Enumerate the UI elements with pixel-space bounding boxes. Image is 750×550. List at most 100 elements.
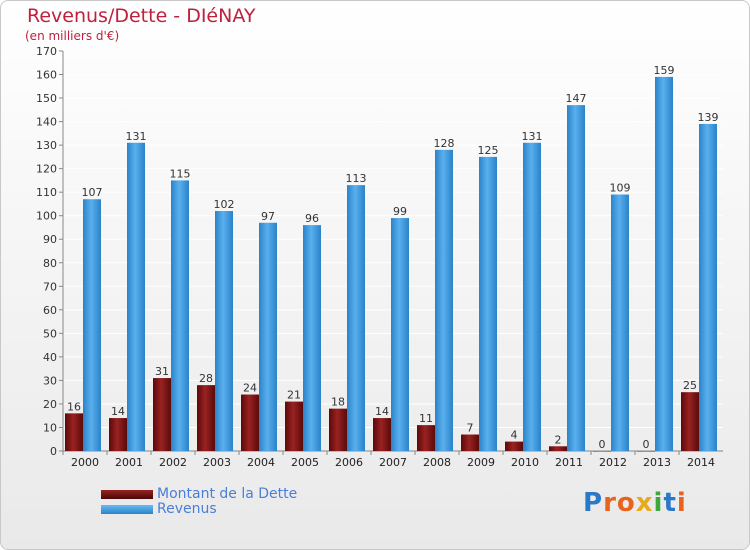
logo-letter: o [616, 488, 636, 518]
bar-revenue [567, 105, 585, 451]
y-tick-label: 10 [43, 421, 57, 434]
bar-revenue [347, 185, 365, 451]
data-label-revenue: 113 [346, 172, 367, 185]
bar-revenue [303, 225, 321, 451]
bar-debt [461, 434, 479, 451]
chart-subtitle: (en milliers d'€) [25, 29, 120, 43]
x-tick-label: 2008 [423, 456, 451, 469]
bar-debt [505, 441, 523, 451]
y-tick-label: 110 [36, 186, 57, 199]
y-tick-label: 150 [36, 92, 57, 105]
data-label-debt: 16 [67, 400, 81, 413]
y-tick-label: 20 [43, 398, 57, 411]
data-label-debt: 28 [199, 372, 213, 385]
bar-revenue [83, 199, 101, 451]
y-tick-label: 140 [36, 116, 57, 129]
labels-layer: 0102030405060708090100110120130140150160… [36, 45, 719, 469]
bars-layer [65, 76, 717, 452]
y-tick-label: 160 [36, 69, 57, 82]
y-tick-label: 120 [36, 163, 57, 176]
legend-label-revenue: Revenus [157, 501, 217, 517]
data-label-debt: 2 [555, 433, 562, 446]
y-tick-label: 170 [36, 45, 57, 58]
x-tick-label: 2011 [555, 456, 583, 469]
data-label-debt: 21 [287, 389, 301, 402]
data-label-debt: 11 [419, 412, 433, 425]
data-label-debt: 25 [683, 379, 697, 392]
data-label-debt: 4 [511, 429, 518, 442]
x-tick-label: 2013 [643, 456, 671, 469]
bar-revenue [435, 149, 453, 451]
y-tick-label: 90 [43, 233, 57, 246]
data-label-debt: 18 [331, 396, 345, 409]
logo-letter: r [603, 488, 617, 518]
data-label-revenue: 159 [654, 64, 675, 77]
bar-revenue [215, 211, 233, 451]
logo-letter: i [676, 488, 687, 518]
data-label-revenue: 131 [522, 130, 543, 143]
bar-debt [681, 392, 699, 451]
bar-revenue [391, 218, 409, 451]
bar-revenue [611, 194, 629, 451]
bar-debt [65, 413, 83, 451]
data-label-debt: 7 [467, 422, 474, 435]
logo-letter: t [663, 488, 677, 518]
x-tick-label: 2010 [511, 456, 539, 469]
y-tick-label: 130 [36, 139, 57, 152]
y-tick-label: 50 [43, 327, 57, 340]
legend-swatch-debt [101, 490, 153, 499]
y-tick-label: 100 [36, 210, 57, 223]
bar-debt [241, 394, 259, 451]
bar-debt [373, 418, 391, 451]
y-tick-label: 70 [43, 280, 57, 293]
y-tick-label: 30 [43, 374, 57, 387]
bar-revenue [523, 142, 541, 451]
data-label-revenue: 115 [170, 167, 191, 180]
data-label-revenue: 109 [610, 182, 631, 195]
legend-label-debt: Montant de la Dette [157, 486, 298, 502]
data-label-revenue: 96 [305, 212, 319, 225]
legend-swatch-revenue [101, 505, 153, 514]
data-label-revenue: 102 [214, 198, 235, 211]
x-tick-label: 2007 [379, 456, 407, 469]
data-label-revenue: 97 [261, 210, 275, 223]
y-tick-label: 40 [43, 351, 57, 364]
x-tick-label: 2001 [115, 456, 143, 469]
bar-revenue [127, 142, 145, 451]
data-label-revenue: 128 [434, 137, 455, 150]
x-tick-label: 2006 [335, 456, 363, 469]
data-label-debt: 24 [243, 382, 257, 395]
data-label-debt: 14 [375, 405, 389, 418]
bar-debt [109, 418, 127, 451]
bar-revenue [699, 123, 717, 452]
x-tick-label: 2004 [247, 456, 275, 469]
bar-debt [593, 451, 611, 452]
data-label-revenue: 131 [126, 130, 147, 143]
bar-debt [637, 451, 655, 452]
data-label-revenue: 107 [82, 186, 103, 199]
x-tick-label: 2005 [291, 456, 319, 469]
logo-letter: P [583, 488, 604, 518]
data-label-revenue: 125 [478, 144, 499, 157]
x-tick-label: 2000 [71, 456, 99, 469]
data-label-revenue: 99 [393, 205, 407, 218]
data-label-revenue: 147 [566, 92, 587, 105]
bar-revenue [259, 222, 277, 451]
logo-letter: i [653, 488, 664, 518]
bar-debt [549, 446, 567, 451]
bar-debt [285, 401, 303, 451]
bar-debt [329, 408, 347, 451]
data-label-debt: 31 [155, 365, 169, 378]
x-tick-label: 2009 [467, 456, 495, 469]
proxiti-logo: Proxiti [583, 488, 687, 518]
data-label-debt: 0 [599, 438, 606, 451]
bar-revenue [479, 156, 497, 451]
bar-debt [153, 378, 171, 451]
y-tick-label: 0 [50, 445, 57, 458]
bar-debt [197, 385, 215, 451]
y-tick-label: 60 [43, 304, 57, 317]
x-tick-label: 2003 [203, 456, 231, 469]
x-tick-label: 2012 [599, 456, 627, 469]
